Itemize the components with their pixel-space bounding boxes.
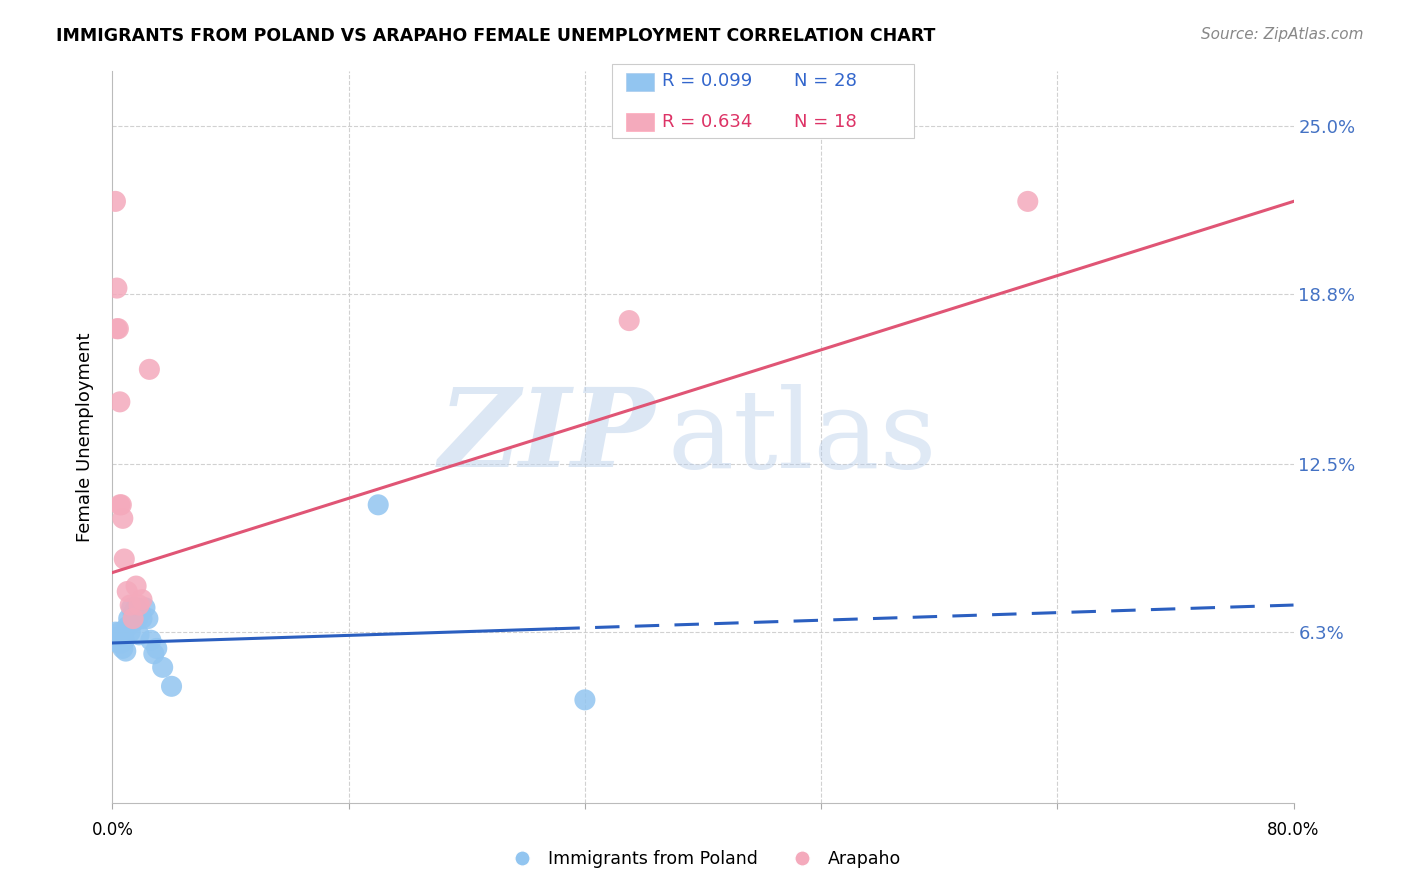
Point — [112, 633, 135, 648]
Point — [105, 281, 128, 295]
Text: N = 18: N = 18 — [794, 113, 858, 131]
Point — [367, 498, 389, 512]
Point — [125, 579, 148, 593]
Text: 0.0%: 0.0% — [91, 821, 134, 839]
Point — [114, 644, 136, 658]
Point — [125, 600, 148, 615]
Point — [131, 592, 153, 607]
Point — [142, 647, 165, 661]
Point — [160, 679, 183, 693]
Point — [108, 625, 131, 640]
Point — [1017, 194, 1039, 209]
Text: 80.0%: 80.0% — [1267, 821, 1320, 839]
Point — [110, 498, 132, 512]
Y-axis label: Female Unemployment: Female Unemployment — [76, 333, 94, 541]
Point — [121, 600, 143, 615]
Point — [152, 660, 174, 674]
Point — [104, 625, 127, 640]
Point — [139, 633, 162, 648]
Text: Source: ZipAtlas.com: Source: ZipAtlas.com — [1201, 27, 1364, 42]
Text: atlas: atlas — [668, 384, 938, 491]
Point — [111, 641, 134, 656]
Point — [117, 584, 138, 599]
Point — [131, 611, 153, 625]
Point — [108, 395, 131, 409]
Point — [128, 628, 150, 642]
Point — [146, 641, 169, 656]
Point — [105, 322, 128, 336]
Point — [619, 313, 641, 327]
Text: R = 0.099: R = 0.099 — [662, 72, 752, 90]
Point — [138, 362, 160, 376]
Point — [110, 636, 132, 650]
Point — [112, 552, 135, 566]
Point — [104, 194, 127, 209]
Text: IMMIGRANTS FROM POLAND VS ARAPAHO FEMALE UNEMPLOYMENT CORRELATION CHART: IMMIGRANTS FROM POLAND VS ARAPAHO FEMALE… — [56, 27, 935, 45]
Point — [120, 598, 142, 612]
Point — [107, 322, 129, 336]
Point — [118, 611, 141, 625]
Point — [122, 611, 145, 625]
Point — [111, 511, 134, 525]
Point — [128, 598, 150, 612]
Point — [107, 636, 129, 650]
Text: R = 0.634: R = 0.634 — [662, 113, 752, 131]
Point — [134, 600, 156, 615]
Point — [129, 606, 152, 620]
Text: N = 28: N = 28 — [794, 72, 858, 90]
Point — [122, 606, 145, 620]
Point — [120, 625, 142, 640]
Text: ZIP: ZIP — [439, 384, 655, 491]
Point — [105, 631, 128, 645]
Point — [127, 611, 149, 625]
Point — [136, 611, 159, 625]
Point — [108, 498, 131, 512]
Point — [574, 693, 596, 707]
Legend: Immigrants from Poland, Arapaho: Immigrants from Poland, Arapaho — [498, 843, 908, 874]
Point — [117, 620, 138, 634]
Point — [124, 615, 146, 629]
